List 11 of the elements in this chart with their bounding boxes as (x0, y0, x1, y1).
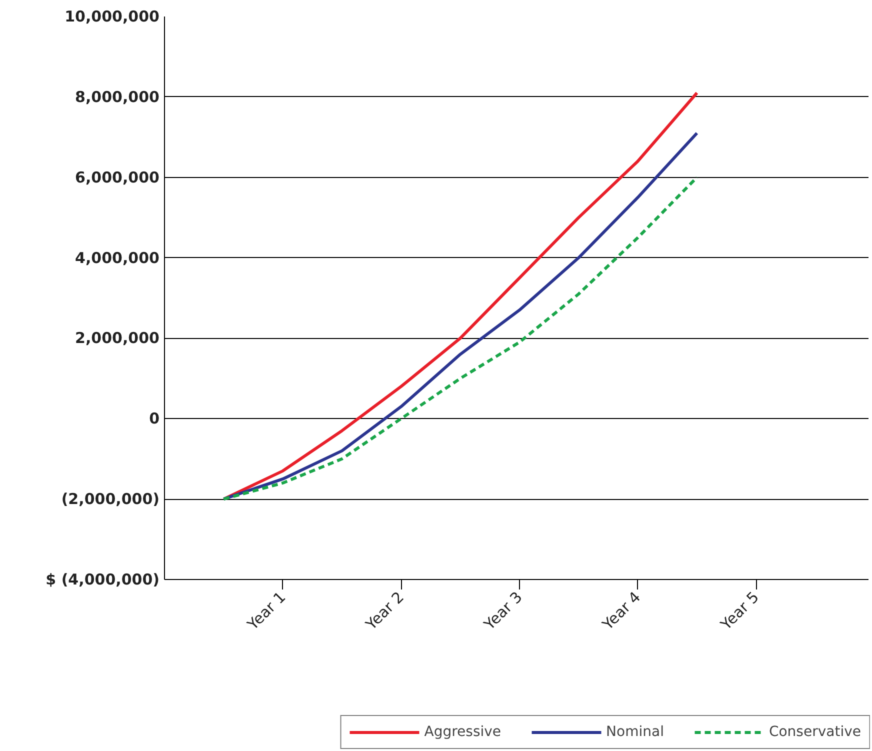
y-tick-label: 8,000,000 (75, 88, 160, 106)
legend-label: Nominal (606, 724, 664, 740)
y-tick-label: 6,000,000 (75, 168, 160, 186)
y-tick-label: $ (4,000,000) (46, 570, 160, 588)
y-tick-label: 0 (149, 410, 160, 428)
y-tick-label: 10,000,000 (64, 8, 160, 26)
legend-label: Aggressive (424, 724, 502, 740)
y-tick-label: (2,000,000) (61, 490, 160, 508)
y-tick-label: 4,000,000 (75, 248, 160, 267)
y-tick-label: 2,000,000 (75, 329, 160, 348)
legend-label: Conservative (768, 724, 861, 740)
